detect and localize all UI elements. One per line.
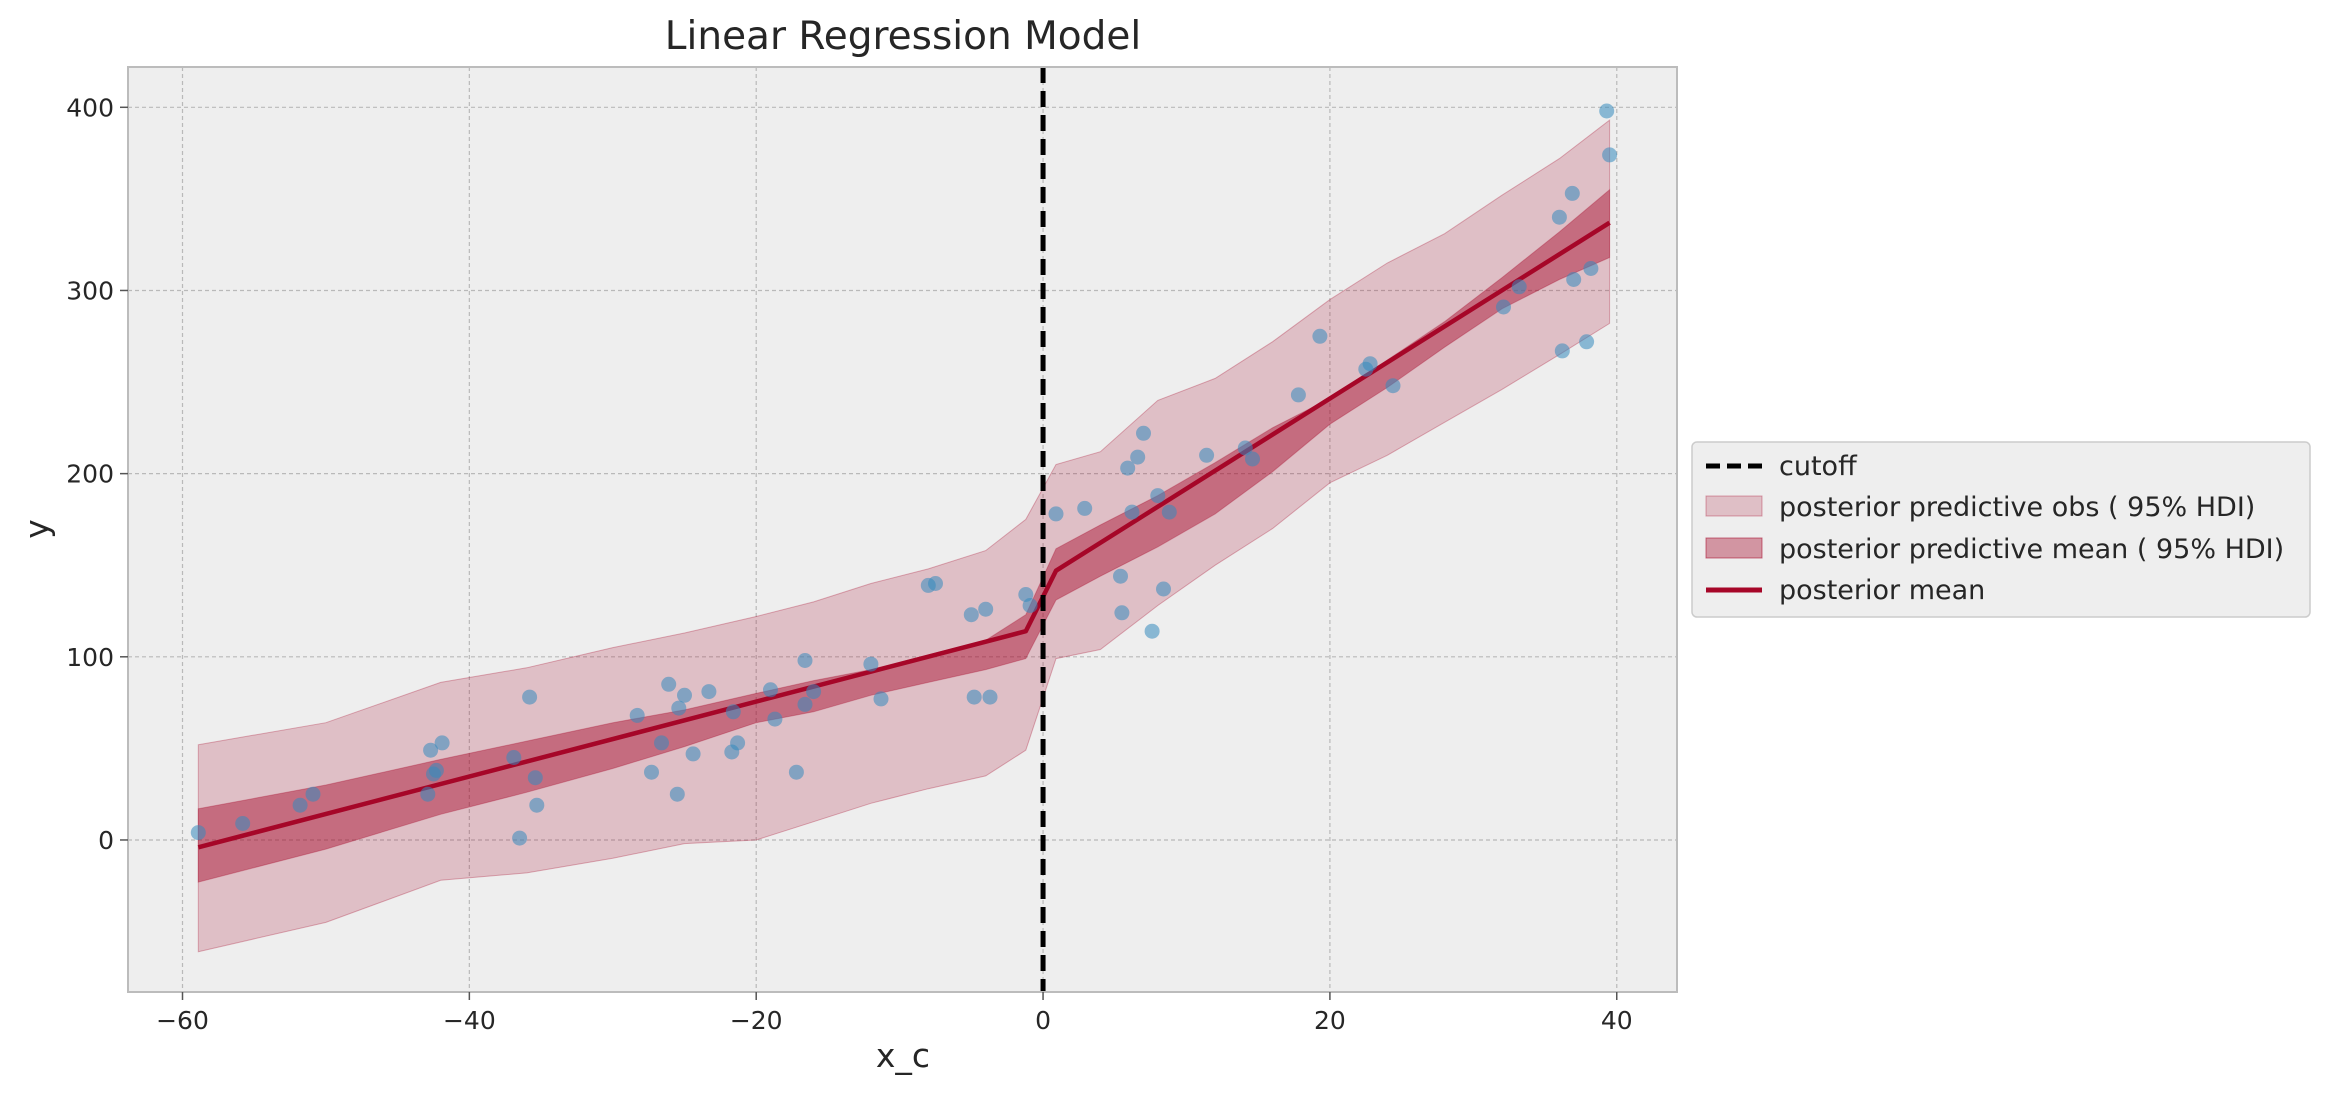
x-tick-label: −40 (443, 1006, 496, 1035)
data-point (669, 786, 685, 802)
data-point (1136, 425, 1151, 441)
data-point (797, 696, 813, 712)
legend-obs-label: posterior predictive obs ( 95% HDI) (1779, 492, 2255, 523)
data-point (1362, 356, 1378, 372)
data-point (863, 656, 879, 672)
legend-mean-line-label: posterior mean (1779, 575, 1985, 606)
data-point (1156, 581, 1171, 597)
data-point (1113, 568, 1128, 584)
data-point (1511, 279, 1527, 295)
data-point (292, 797, 308, 813)
data-point (1124, 504, 1140, 520)
data-point (725, 704, 741, 720)
hdi-bands (197, 119, 1611, 953)
data-point (654, 735, 669, 751)
y-tick-label: 200 (66, 460, 114, 489)
data-point (1120, 460, 1136, 476)
y-tick-label: 100 (66, 643, 114, 672)
data-point (1385, 378, 1401, 394)
data-point (1602, 147, 1618, 163)
data-point (797, 653, 813, 668)
data-point (1237, 440, 1253, 456)
data-point (235, 816, 251, 831)
y-tick-label: 300 (66, 276, 114, 305)
data-point (629, 707, 645, 723)
data-point (978, 601, 994, 617)
data-point (966, 689, 982, 705)
data-point (1245, 451, 1260, 467)
x-axis-label: x_c (876, 1036, 930, 1075)
data-point (1564, 185, 1580, 201)
data-point (1077, 500, 1093, 516)
data-point (1599, 103, 1615, 119)
observed-points (190, 103, 1618, 846)
data-point (1130, 449, 1146, 465)
gridlines (128, 67, 1677, 992)
chart-title: Linear Regression Model (665, 14, 1141, 59)
data-point (1583, 261, 1599, 276)
data-point (420, 786, 436, 802)
data-point (1554, 343, 1570, 359)
data-point (730, 735, 746, 751)
data-point (1150, 488, 1166, 504)
data-point (434, 735, 450, 751)
data-point (806, 684, 822, 700)
y-axis-ticks: 0 100 200 300 400 (66, 93, 128, 855)
data-point (928, 576, 943, 591)
data-point (305, 786, 321, 802)
data-point (1551, 209, 1567, 225)
data-point (1022, 598, 1038, 613)
data-point (1496, 299, 1511, 315)
data-point (529, 797, 545, 813)
legend-cutoff-label: cutoff (1779, 451, 1858, 482)
data-point (512, 830, 528, 846)
y-axis-label: y (17, 519, 56, 539)
data-point (788, 764, 804, 780)
data-point (963, 607, 979, 623)
data-point (1144, 623, 1160, 639)
data-point (522, 689, 538, 705)
posterior-predictive-obs-band (197, 119, 1611, 953)
data-point (190, 825, 206, 841)
data-point (671, 700, 687, 716)
data-point (1161, 504, 1177, 520)
data-point (1566, 272, 1582, 287)
legend-box (1691, 441, 2311, 618)
data-point (1048, 506, 1064, 522)
data-point (661, 676, 677, 692)
plot-frame (127, 66, 1678, 993)
data-point (1199, 447, 1215, 463)
data-point (1579, 334, 1595, 350)
data-point (1290, 387, 1306, 403)
x-tick-label: −60 (156, 1006, 209, 1035)
legend-obs-swatch (1705, 495, 1763, 517)
x-tick-label: −20 (730, 1006, 783, 1035)
y-tick-label: 400 (66, 93, 114, 122)
legend-mean-band-swatch (1705, 537, 1763, 559)
x-tick-label: 0 (1035, 1006, 1051, 1035)
x-tick-label: 40 (1601, 1006, 1633, 1035)
x-tick-label: 20 (1314, 1006, 1346, 1035)
plot-area (128, 67, 1677, 992)
data-point (677, 687, 692, 703)
data-point (527, 770, 543, 786)
data-point (767, 711, 783, 727)
data-point (423, 742, 439, 758)
data-point (873, 691, 889, 707)
data-point (701, 684, 717, 700)
y-tick-label: 0 (98, 826, 114, 855)
data-point (1312, 328, 1328, 344)
posterior-predictive-mean-band (197, 188, 1611, 883)
x-axis-ticks: −60 −40 −20 0 20 40 (156, 992, 1633, 1035)
legend: cutoff posterior predictive obs ( 95% HD… (1691, 441, 2311, 618)
data-point (1114, 605, 1130, 621)
data-point (982, 689, 998, 705)
data-point (428, 762, 444, 778)
data-point (685, 746, 701, 762)
data-point (763, 682, 778, 698)
data-point (506, 750, 522, 765)
legend-mean-band-label: posterior predictive mean ( 95% HDI) (1779, 534, 2284, 565)
data-point (644, 764, 659, 780)
